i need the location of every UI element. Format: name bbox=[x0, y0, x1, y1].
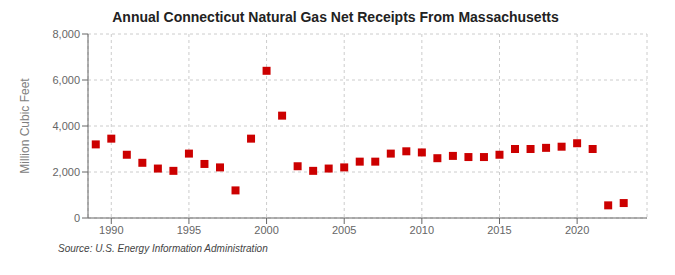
svg-text:2005: 2005 bbox=[332, 224, 356, 236]
html-text:Annual Connecticut Natural Gas: Annual Connecticut Natural Gas Net Recei… bbox=[112, 9, 559, 25]
svg-text:6,000: 6,000 bbox=[52, 74, 80, 86]
svg-text:2015: 2015 bbox=[487, 224, 511, 236]
svg-text:1990: 1990 bbox=[99, 224, 123, 236]
svg-text:1995: 1995 bbox=[177, 224, 201, 236]
svg-text:2020: 2020 bbox=[565, 224, 589, 236]
html-text:Source: U.S. Energy Informatio: Source: U.S. Energy Information Administ… bbox=[58, 243, 268, 254]
svg-text:4,000: 4,000 bbox=[52, 120, 80, 132]
svg-text:2000: 2000 bbox=[254, 224, 278, 236]
svg-text:2,000: 2,000 bbox=[52, 166, 80, 178]
svg-text:2010: 2010 bbox=[410, 224, 434, 236]
svg-text:8,000: 8,000 bbox=[52, 28, 80, 40]
svg-text:0: 0 bbox=[74, 212, 80, 224]
svg-text:Million Cubic Feet: Million Cubic Feet bbox=[18, 78, 32, 174]
